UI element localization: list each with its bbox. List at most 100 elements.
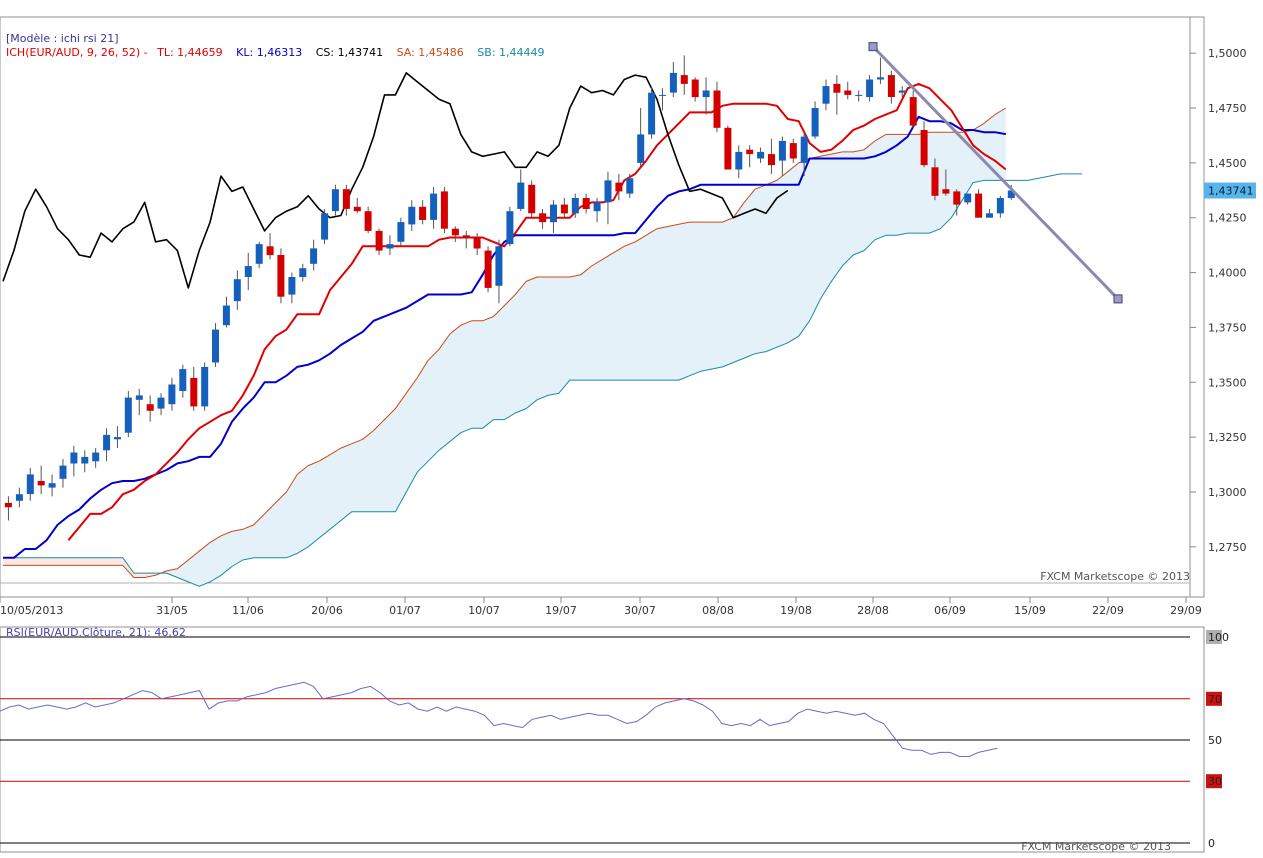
candle bbox=[822, 79, 830, 111]
candle bbox=[440, 187, 448, 234]
candle bbox=[244, 252, 252, 291]
candle bbox=[648, 86, 656, 139]
candle bbox=[986, 208, 993, 218]
cloud-segment bbox=[166, 108, 1006, 587]
trendline-end-handle[interactable] bbox=[1113, 294, 1123, 304]
candle bbox=[855, 90, 863, 102]
candle-body bbox=[953, 191, 961, 205]
candle bbox=[811, 101, 819, 139]
sa-value: SA: 1,45486 bbox=[397, 46, 464, 59]
candle bbox=[408, 200, 416, 231]
candle bbox=[909, 90, 917, 128]
candle-body bbox=[746, 149, 754, 155]
watermark-price: FXCM Marketscope © 2013 bbox=[1040, 570, 1190, 583]
trendline bbox=[871, 45, 1120, 300]
candle-body bbox=[103, 434, 111, 451]
candle-body bbox=[168, 384, 176, 405]
candle-body bbox=[495, 246, 503, 286]
candle bbox=[81, 450, 89, 473]
candle-body bbox=[70, 452, 78, 464]
candle bbox=[321, 208, 329, 245]
price-tick-label: 1,5000 bbox=[1208, 47, 1247, 60]
trendline-tool[interactable] bbox=[868, 42, 1123, 304]
candle-body bbox=[757, 151, 765, 159]
candle-body bbox=[920, 130, 928, 166]
candle bbox=[724, 125, 732, 170]
candle-body bbox=[877, 77, 884, 80]
candle-body bbox=[342, 189, 350, 209]
candle bbox=[233, 270, 241, 310]
candle bbox=[789, 138, 797, 163]
date-tick-label: 19/07 bbox=[545, 604, 577, 617]
candle-body bbox=[811, 108, 819, 137]
candle bbox=[757, 147, 765, 163]
candle-body bbox=[517, 182, 525, 209]
candle-body bbox=[419, 206, 427, 220]
candle-body bbox=[550, 204, 557, 223]
candle bbox=[114, 426, 121, 449]
candle bbox=[713, 81, 721, 133]
candle-body bbox=[996, 198, 1004, 214]
candle bbox=[866, 75, 874, 102]
date-tick-label: 15/09 bbox=[1014, 604, 1046, 617]
candle bbox=[550, 200, 557, 234]
candle-body bbox=[92, 452, 100, 462]
candle bbox=[996, 195, 1004, 218]
candle-body bbox=[81, 456, 89, 464]
candlesticks bbox=[4, 55, 1015, 521]
candle bbox=[59, 459, 67, 488]
candle bbox=[451, 226, 459, 242]
candle bbox=[528, 180, 536, 218]
candle bbox=[157, 393, 165, 416]
candle bbox=[615, 173, 623, 201]
candle-body bbox=[114, 437, 121, 440]
price-axis: 1,2750 1,3000 1,3250 1,3500 1,3750 1,4000 1,42… bbox=[1190, 47, 1256, 554]
candle-body bbox=[222, 305, 230, 326]
candle bbox=[212, 323, 219, 367]
candle bbox=[146, 395, 154, 422]
current-price-value: 1,43741 bbox=[1208, 185, 1254, 198]
candle-body bbox=[440, 191, 448, 229]
candle-body bbox=[986, 213, 993, 218]
date-tick-label: 19/08 bbox=[780, 604, 812, 617]
current-price-tag bbox=[1204, 182, 1256, 199]
ichimoku-lines bbox=[2, 72, 1007, 559]
template-label: [Modèle : ichi rsi 21] bbox=[6, 32, 119, 45]
price-tick-label: 1,3500 bbox=[1208, 376, 1247, 389]
candle-body bbox=[724, 127, 732, 170]
candle bbox=[844, 81, 852, 100]
candle bbox=[310, 239, 318, 271]
candle-body bbox=[201, 366, 209, 407]
ichimoku-prefix: ICH(EUR/AUD, 9, 26, 52) - bbox=[6, 46, 148, 59]
candle-body bbox=[975, 193, 983, 218]
watermark-rsi: FXCM Marketscope © 2013 bbox=[1021, 840, 1171, 853]
candle bbox=[342, 184, 350, 216]
candle bbox=[626, 173, 634, 198]
candle-body bbox=[288, 277, 296, 295]
rsi-level-label: 30 bbox=[1208, 775, 1222, 788]
sb-value: SB: 1,44449 bbox=[477, 46, 544, 59]
candle bbox=[680, 55, 688, 95]
candle bbox=[942, 169, 950, 196]
price-tick-label: 1,2750 bbox=[1208, 541, 1247, 554]
candle bbox=[768, 138, 775, 174]
candle bbox=[92, 448, 100, 468]
candle bbox=[4, 496, 12, 521]
candle-body bbox=[909, 97, 917, 126]
candle-body bbox=[48, 483, 56, 488]
candle bbox=[604, 171, 612, 225]
trendline-start-handle[interactable] bbox=[868, 42, 878, 52]
candle bbox=[277, 248, 285, 304]
candle-body bbox=[255, 244, 263, 264]
candle-body bbox=[800, 136, 808, 163]
candle-body bbox=[778, 140, 786, 161]
rsi-level-tag bbox=[1206, 691, 1222, 706]
date-tick-label: 10/07 bbox=[468, 604, 500, 617]
candle bbox=[539, 208, 547, 229]
candle bbox=[353, 197, 361, 214]
candle-body bbox=[735, 151, 743, 170]
candle-body bbox=[528, 184, 536, 214]
candle bbox=[953, 189, 961, 216]
candle-body bbox=[866, 79, 874, 98]
